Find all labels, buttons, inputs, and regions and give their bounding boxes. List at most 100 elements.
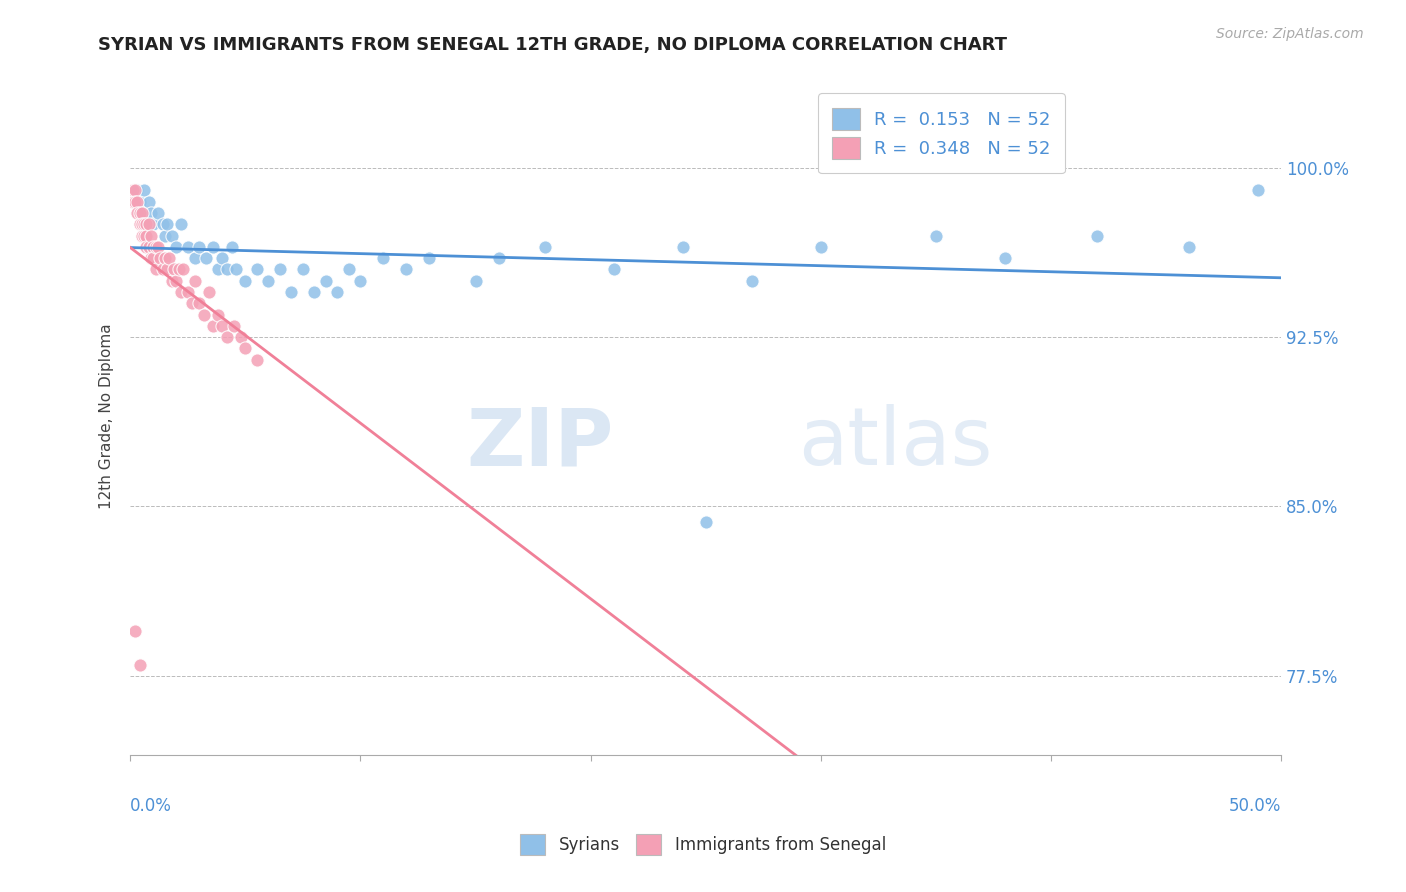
Point	[181, 296, 204, 310]
Point	[257, 274, 280, 288]
Point	[127, 183, 149, 197]
Text: atlas: atlas	[797, 404, 993, 483]
Point	[131, 206, 153, 220]
Point	[121, 194, 143, 209]
Point	[138, 217, 160, 231]
Point	[124, 624, 146, 638]
Point	[246, 352, 269, 367]
Point	[211, 318, 233, 333]
Point	[269, 262, 291, 277]
Point	[134, 217, 156, 231]
Point	[215, 262, 238, 277]
Point	[128, 657, 150, 672]
Point	[207, 262, 229, 277]
Point	[152, 262, 174, 277]
Text: Source: ZipAtlas.com: Source: ZipAtlas.com	[1216, 27, 1364, 41]
Point	[124, 183, 146, 197]
Point	[153, 228, 176, 243]
Text: SYRIAN VS IMMIGRANTS FROM SENEGAL 12TH GRADE, NO DIPLOMA CORRELATION CHART: SYRIAN VS IMMIGRANTS FROM SENEGAL 12TH G…	[98, 36, 1008, 54]
Point	[418, 251, 440, 265]
Point	[152, 217, 174, 231]
Point	[135, 217, 157, 231]
Point	[810, 240, 832, 254]
Point	[235, 342, 257, 356]
Point	[211, 251, 233, 265]
Point	[127, 206, 149, 220]
Point	[695, 516, 717, 530]
Y-axis label: 12th Grade, No Diploma: 12th Grade, No Diploma	[100, 324, 114, 509]
Point	[207, 308, 229, 322]
Point	[170, 217, 193, 231]
Point	[349, 274, 371, 288]
Point	[202, 240, 225, 254]
Point	[193, 308, 215, 322]
Point	[135, 228, 157, 243]
Point	[124, 194, 146, 209]
Point	[925, 228, 948, 243]
Point	[741, 274, 763, 288]
Point	[139, 228, 162, 243]
Point	[138, 240, 160, 254]
Point	[291, 262, 314, 277]
Point	[153, 251, 176, 265]
Point	[135, 240, 157, 254]
Text: ZIP: ZIP	[467, 404, 613, 483]
Point	[134, 228, 156, 243]
Point	[138, 194, 160, 209]
Point	[135, 217, 157, 231]
Point	[160, 228, 183, 243]
Point	[128, 217, 150, 231]
Point	[128, 194, 150, 209]
Point	[202, 318, 225, 333]
Point	[488, 251, 510, 265]
Text: 0.0%: 0.0%	[131, 797, 172, 814]
Point	[145, 240, 167, 254]
Point	[131, 217, 153, 231]
Point	[156, 262, 179, 277]
Point	[304, 285, 326, 299]
Point	[195, 251, 218, 265]
Point	[142, 251, 165, 265]
Point	[373, 251, 395, 265]
Point	[131, 228, 153, 243]
Point	[229, 330, 252, 344]
Point	[280, 285, 302, 299]
Point	[139, 206, 162, 220]
Point	[464, 274, 486, 288]
Point	[177, 240, 200, 254]
Point	[131, 206, 153, 220]
Point	[602, 262, 624, 277]
Point	[177, 285, 200, 299]
Point	[1085, 228, 1108, 243]
Point	[188, 240, 211, 254]
Point	[142, 240, 165, 254]
Point	[222, 318, 245, 333]
Point	[139, 251, 162, 265]
Point	[145, 262, 167, 277]
Text: 50.0%: 50.0%	[1229, 797, 1281, 814]
Point	[134, 183, 156, 197]
Point	[315, 274, 337, 288]
Point	[221, 240, 243, 254]
Point	[337, 262, 360, 277]
Point	[156, 217, 179, 231]
Point	[1247, 183, 1270, 197]
Point	[395, 262, 418, 277]
Point	[146, 240, 169, 254]
Point	[235, 274, 257, 288]
Point	[159, 251, 181, 265]
Point	[533, 240, 555, 254]
Point	[160, 274, 183, 288]
Point	[142, 217, 165, 231]
Legend: Syrians, Immigrants from Senegal: Syrians, Immigrants from Senegal	[513, 828, 893, 862]
Point	[197, 285, 219, 299]
Point	[994, 251, 1017, 265]
Point	[167, 262, 190, 277]
Point	[225, 262, 247, 277]
Point	[127, 194, 149, 209]
Point	[326, 285, 349, 299]
Point	[672, 240, 695, 254]
Point	[121, 183, 143, 197]
Point	[184, 274, 207, 288]
Point	[128, 206, 150, 220]
